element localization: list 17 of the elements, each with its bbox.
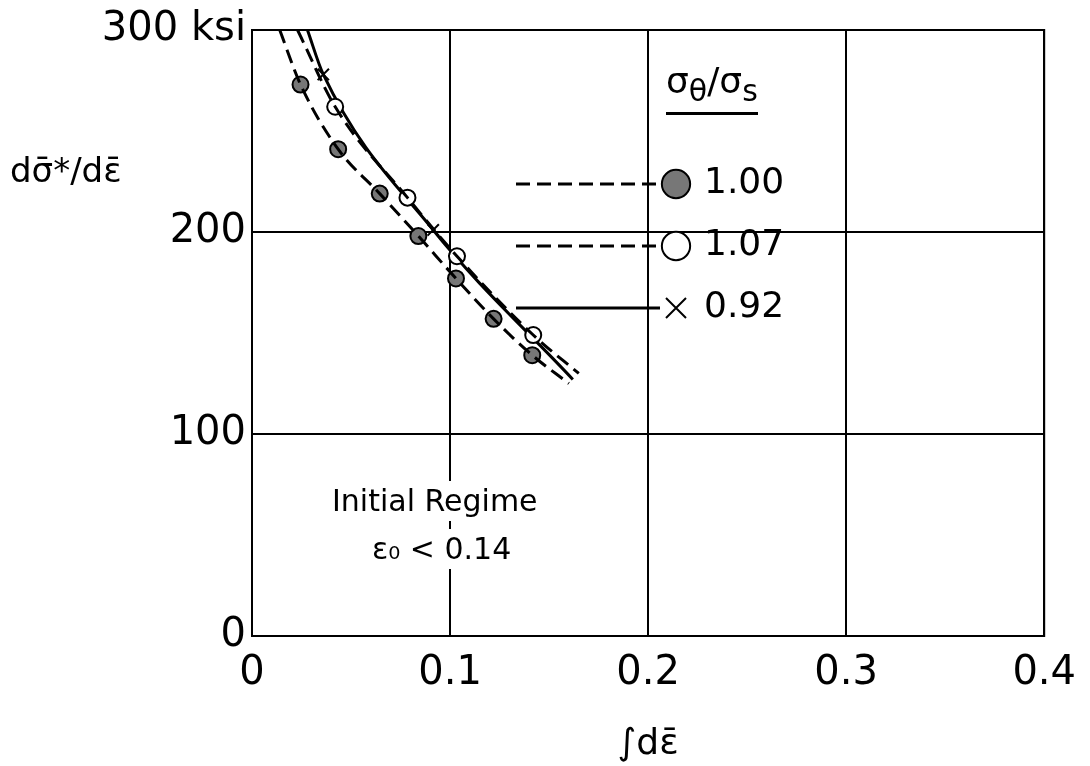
x-tick-label: 0.4 [1012, 647, 1077, 694]
x-tick-label: 0.2 [616, 647, 680, 694]
annotation: Initial Regime [332, 483, 538, 518]
annotation: ε₀ < 0.14 [372, 531, 512, 566]
x-axis-title: ∫dε̄ [617, 720, 679, 762]
legend-title: σ$_{θ}$/σ$_{s}$ [666, 60, 758, 116]
y-axis-title: dσ̄*/dε̄ [10, 150, 123, 190]
legend-label: 0.92 [704, 284, 785, 326]
y-tick-label: 100 [169, 407, 246, 454]
y-tick-label: 200 [169, 205, 246, 252]
y-tick-label: 0 [220, 609, 246, 656]
point [316, 67, 330, 82]
x-tick-label: 0.1 [418, 647, 482, 694]
x-tick-label: 0.3 [814, 647, 878, 694]
y-tick-label: 300 ksi [101, 3, 246, 50]
legend-label: 1.00 [704, 160, 785, 202]
point [426, 223, 440, 237]
